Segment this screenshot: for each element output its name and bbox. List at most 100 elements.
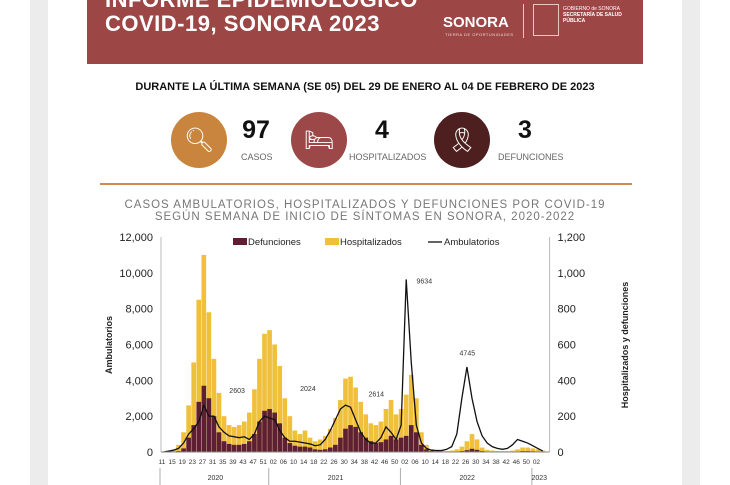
- defunciones-bar: [302, 446, 308, 452]
- y-tick-label: 6,000: [125, 340, 153, 352]
- logo-separator: [523, 4, 524, 38]
- defunciones-bar: [257, 421, 262, 452]
- y2-tick-label: 800: [558, 304, 576, 316]
- hospitalizados-bar: [267, 330, 272, 452]
- cases-label: CASOS: [241, 152, 273, 162]
- hospitalizados-bar: [484, 449, 490, 452]
- x-tick-label: 30: [472, 459, 480, 466]
- defunciones-bar: [226, 443, 232, 452]
- legend-label-defunciones: Defunciones: [248, 237, 301, 248]
- gov-line-1: GOBIERNO de SONORA: [563, 6, 620, 12]
- hospitalizados-bar: [287, 416, 293, 452]
- hospitalizados-bar: [525, 447, 530, 452]
- hospitalizados-bar: [348, 376, 353, 452]
- defunciones-bar: [196, 401, 202, 452]
- hospitalizados-bar: [343, 378, 348, 452]
- gov-line-2: SECRETARÍA DE SALUD PÚBLICA: [563, 12, 622, 24]
- defunciones-bar: [368, 441, 374, 452]
- x-tick-label: 22: [320, 459, 328, 466]
- x-tick-label: 35: [219, 459, 227, 466]
- hospitalizados-bar: [449, 450, 455, 452]
- hospitalizados-bar: [211, 358, 217, 452]
- defunciones-bar: [307, 447, 313, 452]
- hospitalizados-bar: [494, 450, 500, 452]
- report-title: INFORME EPIDEMIOLÓGICO COVID-19, SONORA …: [105, 0, 418, 36]
- title-line-2: COVID-19, SONORA 2023: [105, 11, 380, 36]
- hospitalizados-bar: [236, 425, 242, 452]
- defunciones-bar: [343, 428, 348, 452]
- defunciones-bar: [403, 435, 409, 452]
- y-axis-title: Ambulatorios: [104, 316, 114, 374]
- legend-swatch-defunciones: [233, 238, 247, 245]
- defunciones-bar: [216, 432, 222, 452]
- hospitalizados-bar: [510, 450, 515, 452]
- y2-tick-label: 400: [558, 375, 576, 387]
- hospitalizados-bar: [302, 430, 308, 452]
- y2-axis-title: Hospitalizados y defunciones: [620, 282, 630, 409]
- x-tick-label: 50: [391, 459, 399, 466]
- data-label: 2614: [368, 391, 384, 398]
- defunciones-bar: [297, 446, 303, 452]
- year-label: 2023: [531, 475, 547, 482]
- x-tick-label: 34: [351, 459, 359, 466]
- y-tick-label: 12,000: [119, 232, 153, 244]
- defunciones-bar: [333, 444, 338, 452]
- defunciones-bar: [211, 416, 217, 452]
- legend-label-ambulatorios: Ambulatorios: [444, 237, 500, 248]
- y-tick-label: 2,000: [125, 411, 153, 423]
- x-tick-label: 43: [239, 459, 247, 466]
- hospitalizados-bar: [272, 344, 277, 452]
- defunciones-bar: [327, 447, 333, 452]
- defunciones-bar: [272, 412, 277, 452]
- defunciones-bar: [338, 437, 343, 452]
- legend-label-hospitalizados: Hospitalizados: [340, 237, 402, 248]
- x-tick-label: 42: [371, 459, 379, 466]
- defunciones-bar: [424, 449, 429, 452]
- y2-tick-label: 1,200: [558, 232, 586, 244]
- hospitalizados-bar: [464, 441, 470, 452]
- defunciones-bar: [292, 445, 298, 452]
- x-tick-label: 27: [199, 459, 207, 466]
- year-label: 2021: [328, 475, 344, 482]
- hospitalizados-bar: [216, 392, 222, 452]
- defunciones-bar: [464, 450, 470, 452]
- hospitalizados-bar: [479, 447, 485, 452]
- hospitalizados-bar: [530, 448, 536, 452]
- x-tick-label: 02: [401, 459, 409, 466]
- defunciones-bar: [408, 425, 414, 452]
- defunciones-bar: [282, 437, 288, 452]
- hospitalizados-bar: [535, 449, 541, 452]
- year-label: 2022: [459, 475, 475, 482]
- hospitalizados-bar: [540, 450, 546, 452]
- x-tick-label: 26: [330, 459, 338, 466]
- hospitalizados-bar: [282, 398, 288, 452]
- hospitalizados-bar: [327, 428, 333, 452]
- hospitalizados-bar: [368, 423, 374, 452]
- x-tick-label: 22: [452, 459, 460, 466]
- hospitalizados-bar: [196, 299, 202, 452]
- defunciones-bar: [201, 385, 207, 452]
- defunciones-bar: [277, 423, 283, 452]
- y-tick-label: 0: [147, 447, 153, 459]
- defunciones-bar: [388, 435, 394, 452]
- x-tick-label: 18: [310, 459, 318, 466]
- x-tick-label: 42: [502, 459, 510, 466]
- y-tick-label: 10,000: [119, 268, 153, 280]
- hospitalizados-bar: [312, 441, 318, 452]
- government-logo-text: GOBIERNO de SONORA SECRETARÍA DE SALUD P…: [563, 6, 643, 24]
- defunciones-bar: [287, 443, 293, 452]
- hospitalizados-bar: [408, 374, 414, 452]
- defunciones-bar: [236, 444, 242, 452]
- hospitalizados-bar: [459, 446, 465, 452]
- data-label: 9634: [417, 279, 433, 286]
- x-tick-label: 11: [159, 459, 166, 466]
- coat-of-arms-icon: [533, 4, 559, 36]
- defunciones-bar: [191, 425, 197, 452]
- deaths-count: 3: [518, 116, 532, 144]
- x-tick-label: 46: [513, 459, 521, 466]
- defunciones-bar: [378, 442, 384, 452]
- deaths-label: DEFUNCIONES: [498, 152, 564, 162]
- y2-tick-label: 200: [558, 411, 576, 423]
- right-gutter: [682, 0, 700, 485]
- hospitalizados-bar: [206, 312, 212, 452]
